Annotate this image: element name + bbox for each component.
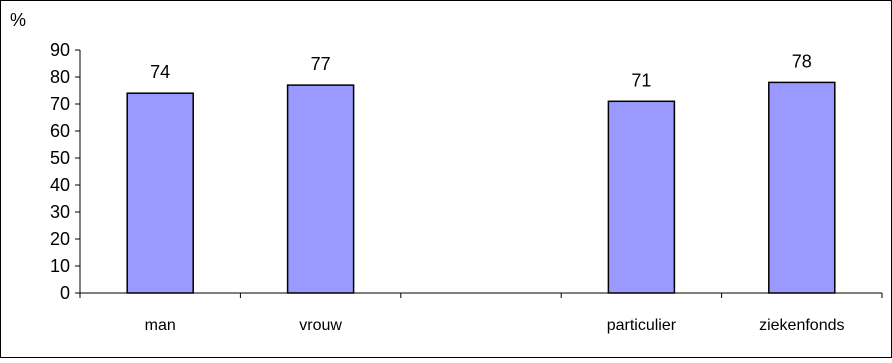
y-tick-label: 30 [50, 202, 70, 222]
y-tick-label: 20 [50, 229, 70, 249]
data-label-man: 74 [150, 62, 170, 82]
y-tick-label: 80 [50, 67, 70, 87]
x-tick-label-man: man [145, 317, 176, 334]
bar-vrouw [286, 84, 355, 294]
y-tick-label: 60 [50, 121, 70, 141]
y-tick-label: 90 [50, 40, 70, 60]
bar-particulier [607, 100, 676, 294]
x-tick-label-particulier: particulier [607, 317, 677, 334]
x-tick-label-vrouw: vrouw [299, 317, 342, 334]
bar-ziekenfonds [768, 81, 836, 294]
y-tick-label: 50 [50, 148, 70, 168]
data-label-vrouw: 77 [311, 54, 331, 74]
data-label-particulier: 71 [631, 70, 651, 90]
x-tick-label-ziekenfonds: ziekenfonds [759, 317, 844, 334]
y-tick-label: 10 [50, 256, 70, 276]
bar-man [126, 92, 194, 294]
y-axis-label: % [10, 10, 26, 30]
y-tick-label: 40 [50, 175, 70, 195]
data-label-ziekenfonds: 78 [792, 51, 812, 71]
y-tick-label: 70 [50, 94, 70, 114]
plot-area: 0 10 20 30 40 50 60 70 80 90 74 man 77 vrouw 71 particu… [50, 40, 883, 334]
y-tick-label: 0 [60, 283, 70, 303]
